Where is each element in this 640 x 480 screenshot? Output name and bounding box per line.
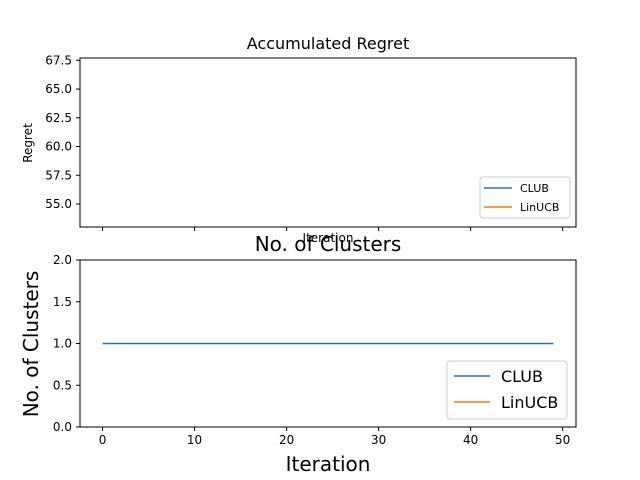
clusters-xlabel: Iteration [286, 452, 371, 476]
clusters-ytick-label: 0.0 [53, 420, 72, 434]
clusters-ytick-label: 1.0 [53, 337, 72, 351]
regret-ylabel: Regret [21, 123, 35, 163]
clusters-legend: CLUB LinUCB [446, 360, 568, 420]
regret-legend-linucb-label: LinUCB [520, 201, 559, 214]
clusters-xtick-label: 0 [99, 433, 107, 447]
regret-ytick-label: 62.5 [45, 111, 72, 125]
clusters-xtick-label: 50 [555, 433, 570, 447]
clusters-xtick-label: 20 [279, 433, 294, 447]
clusters-title: No. of Clusters [255, 232, 402, 256]
regret-ytick-label: 65.0 [45, 82, 72, 96]
clusters-axes-frame [79, 259, 577, 428]
clusters-subplot: 0.0 0.5 1.0 1.5 2.0 0 10 20 30 40 50 No. of Cluste… [19, 232, 577, 476]
clusters-ytick-label: 0.5 [53, 378, 72, 392]
regret-subplot: Accumulated Regret Regret 55.0 57.5 60.0 62… [21, 34, 577, 245]
regret-ytick-label: 67.5 [45, 53, 72, 67]
clusters-ticks: 0.0 0.5 1.0 1.5 2.0 0 10 20 30 40 50 [53, 253, 570, 447]
clusters-xtick-label: 30 [371, 433, 386, 447]
regret-ytick-label: 60.0 [45, 140, 72, 154]
regret-ytick-label: 57.5 [45, 168, 72, 182]
regret-legend: CLUB LinUCB [479, 176, 571, 219]
clusters-legend-linucb-label: LinUCB [501, 393, 558, 412]
regret-ticks: 55.0 57.5 60.0 62.5 65.0 67.5 [45, 53, 564, 231]
clusters-ytick-label: 2.0 [53, 253, 72, 267]
clusters-xtick-label: 10 [187, 433, 202, 447]
regret-legend-club-label: CLUB [520, 182, 549, 195]
clusters-xtick-label: 40 [463, 433, 478, 447]
clusters-ytick-label: 1.5 [53, 295, 72, 309]
regret-axes-frame [79, 57, 577, 228]
regret-xlabel: Iteration [303, 231, 354, 245]
clusters-ylabel: No. of Clusters [19, 271, 43, 418]
regret-ytick-label: 55.0 [45, 197, 72, 211]
regret-title: Accumulated Regret [247, 34, 409, 53]
clusters-legend-club-label: CLUB [501, 367, 543, 386]
